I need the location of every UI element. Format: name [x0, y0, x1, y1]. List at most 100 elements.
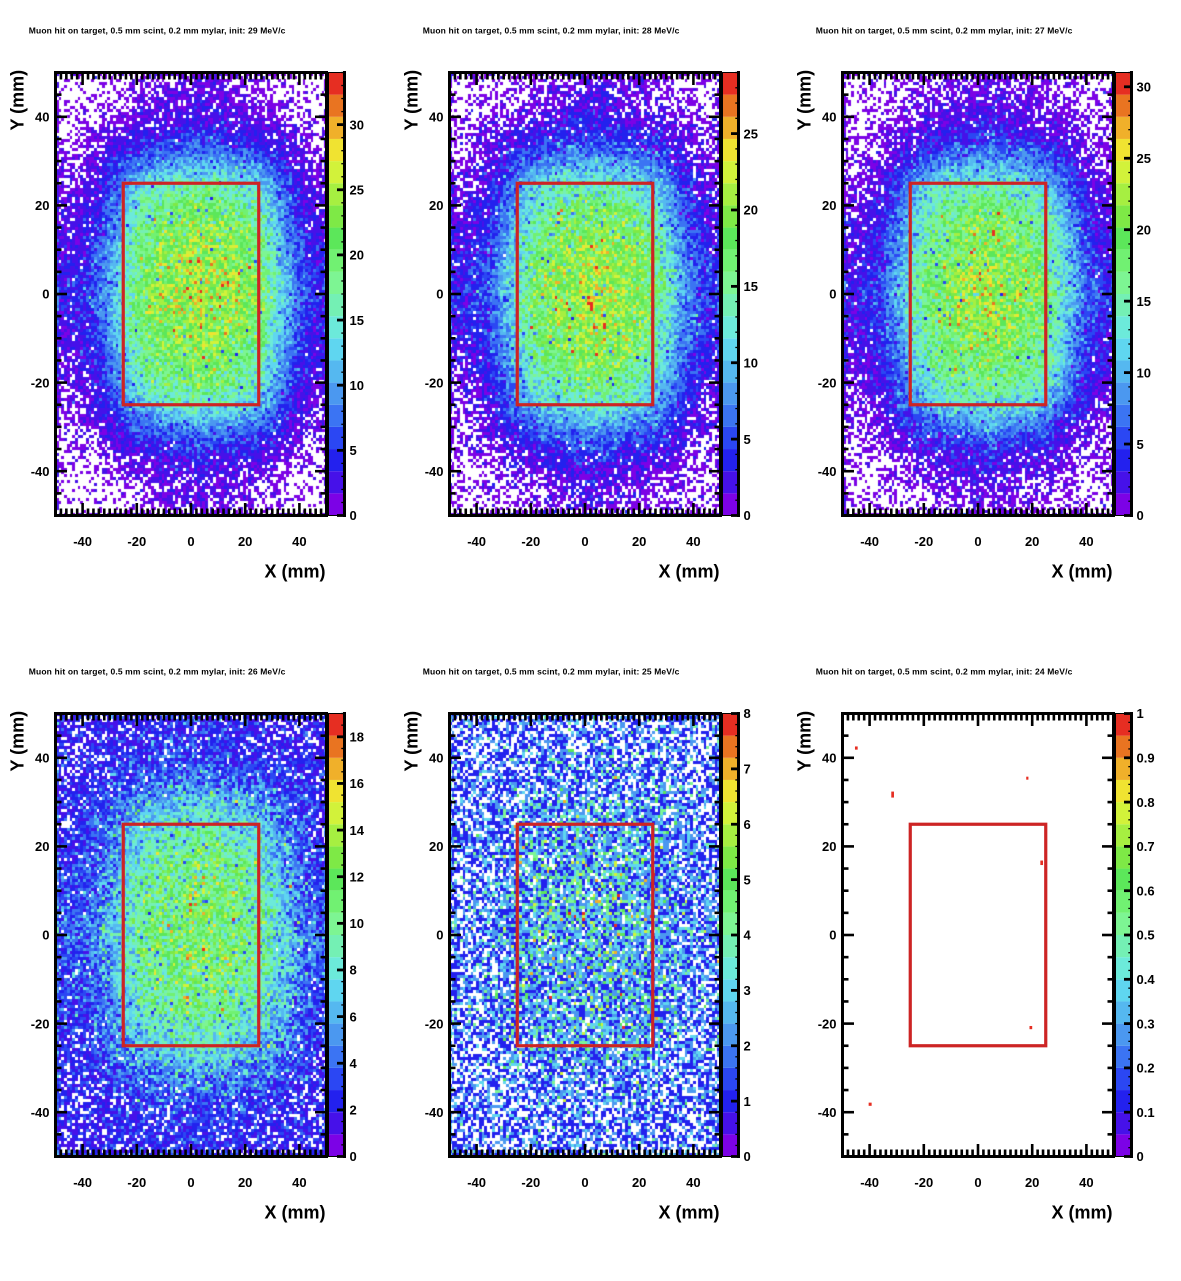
svg-text:-20: -20 — [424, 375, 443, 390]
svg-text:3: 3 — [743, 983, 750, 998]
svg-text:18: 18 — [350, 729, 364, 744]
svg-text:4: 4 — [743, 927, 751, 942]
svg-text:2: 2 — [350, 1102, 357, 1117]
svg-text:Y (mm): Y (mm) — [401, 710, 421, 771]
svg-text:-20: -20 — [424, 1016, 443, 1031]
svg-text:0.9: 0.9 — [1137, 750, 1155, 765]
svg-text:5: 5 — [1137, 437, 1144, 452]
svg-text:8: 8 — [743, 706, 750, 721]
svg-text:0: 0 — [743, 508, 750, 523]
svg-text:4: 4 — [350, 1055, 358, 1070]
svg-text:0.8: 0.8 — [1137, 794, 1155, 809]
svg-text:0: 0 — [830, 287, 837, 302]
svg-text:20: 20 — [350, 248, 364, 263]
svg-text:0.4: 0.4 — [1137, 972, 1156, 987]
svg-text:-40: -40 — [31, 1104, 50, 1119]
svg-text:30: 30 — [350, 117, 364, 132]
svg-text:-20: -20 — [818, 375, 837, 390]
svg-text:20: 20 — [632, 534, 646, 549]
svg-text:-20: -20 — [521, 534, 540, 549]
svg-text:Muon hit on target, 0.5 mm sci: Muon hit on target, 0.5 mm scint, 0.2 mm… — [816, 666, 1073, 676]
svg-text:0: 0 — [350, 508, 357, 523]
svg-text:0: 0 — [1137, 508, 1144, 523]
svg-text:40: 40 — [1079, 534, 1093, 549]
svg-text:40: 40 — [686, 534, 700, 549]
svg-text:-40: -40 — [818, 1104, 837, 1119]
svg-text:-40: -40 — [73, 1175, 92, 1190]
svg-text:0.7: 0.7 — [1137, 839, 1155, 854]
svg-text:0: 0 — [581, 534, 588, 549]
svg-text:0: 0 — [350, 1149, 357, 1164]
svg-text:30: 30 — [1137, 79, 1151, 94]
svg-text:Y (mm): Y (mm) — [795, 70, 815, 131]
svg-text:40: 40 — [1079, 1175, 1093, 1190]
svg-text:Y (mm): Y (mm) — [8, 710, 28, 771]
svg-text:10: 10 — [350, 916, 364, 931]
svg-text:-40: -40 — [424, 464, 443, 479]
svg-text:5: 5 — [743, 432, 750, 447]
svg-text:16: 16 — [350, 776, 364, 791]
svg-text:10: 10 — [1137, 365, 1151, 380]
svg-text:20: 20 — [238, 1175, 252, 1190]
svg-text:20: 20 — [1025, 534, 1039, 549]
svg-text:15: 15 — [350, 313, 364, 328]
svg-text:20: 20 — [238, 534, 252, 549]
svg-text:Y (mm): Y (mm) — [401, 70, 421, 131]
svg-text:0: 0 — [581, 1175, 588, 1190]
svg-text:40: 40 — [822, 750, 836, 765]
svg-text:1: 1 — [743, 1093, 750, 1108]
svg-text:Y (mm): Y (mm) — [795, 710, 815, 771]
svg-text:-40: -40 — [467, 1175, 486, 1190]
svg-text:6: 6 — [350, 1009, 357, 1024]
svg-text:20: 20 — [743, 203, 757, 218]
svg-text:0.1: 0.1 — [1137, 1104, 1155, 1119]
svg-text:Muon hit on target, 0.5 mm sci: Muon hit on target, 0.5 mm scint, 0.2 mm… — [816, 26, 1073, 36]
svg-text:-40: -40 — [73, 534, 92, 549]
svg-text:0.3: 0.3 — [1137, 1016, 1155, 1031]
svg-text:0: 0 — [436, 287, 443, 302]
svg-text:25: 25 — [1137, 151, 1151, 166]
svg-text:Muon hit on target, 0.5 mm sci: Muon hit on target, 0.5 mm scint, 0.2 mm… — [29, 666, 286, 676]
svg-text:-20: -20 — [127, 534, 146, 549]
svg-text:X (mm): X (mm) — [658, 562, 719, 582]
svg-text:20: 20 — [632, 1175, 646, 1190]
svg-text:Y (mm): Y (mm) — [8, 70, 28, 131]
svg-text:20: 20 — [35, 198, 49, 213]
svg-text:Muon hit on target, 0.5 mm sci: Muon hit on target, 0.5 mm scint, 0.2 mm… — [29, 26, 286, 36]
svg-text:40: 40 — [35, 750, 49, 765]
svg-text:15: 15 — [743, 279, 757, 294]
svg-text:8: 8 — [350, 962, 357, 977]
svg-text:X (mm): X (mm) — [1052, 562, 1113, 582]
svg-text:0: 0 — [436, 927, 443, 942]
svg-text:40: 40 — [292, 1175, 306, 1190]
svg-text:20: 20 — [429, 839, 443, 854]
svg-text:0: 0 — [42, 287, 49, 302]
svg-text:-40: -40 — [467, 534, 486, 549]
svg-text:20: 20 — [1025, 1175, 1039, 1190]
svg-text:-40: -40 — [31, 464, 50, 479]
svg-text:0.6: 0.6 — [1137, 883, 1155, 898]
svg-text:20: 20 — [35, 839, 49, 854]
svg-text:Muon hit on target, 0.5 mm sci: Muon hit on target, 0.5 mm scint, 0.2 mm… — [422, 26, 679, 36]
svg-text:1: 1 — [1137, 706, 1144, 721]
svg-text:-40: -40 — [818, 464, 837, 479]
svg-text:10: 10 — [743, 355, 757, 370]
svg-text:0: 0 — [743, 1149, 750, 1164]
svg-text:-20: -20 — [818, 1016, 837, 1031]
svg-text:40: 40 — [429, 110, 443, 125]
svg-text:0: 0 — [187, 1175, 194, 1190]
svg-text:5: 5 — [743, 872, 750, 887]
svg-text:25: 25 — [743, 126, 757, 141]
svg-text:-20: -20 — [915, 1175, 934, 1190]
svg-text:6: 6 — [743, 816, 750, 831]
svg-text:20: 20 — [822, 839, 836, 854]
svg-text:0: 0 — [1137, 1149, 1144, 1164]
svg-text:X (mm): X (mm) — [1052, 1202, 1113, 1222]
svg-text:-20: -20 — [127, 1175, 146, 1190]
svg-text:-20: -20 — [31, 1016, 50, 1031]
svg-text:5: 5 — [350, 443, 357, 458]
svg-text:40: 40 — [822, 110, 836, 125]
svg-text:40: 40 — [429, 750, 443, 765]
svg-text:-40: -40 — [861, 1175, 880, 1190]
svg-text:0.5: 0.5 — [1137, 927, 1155, 942]
